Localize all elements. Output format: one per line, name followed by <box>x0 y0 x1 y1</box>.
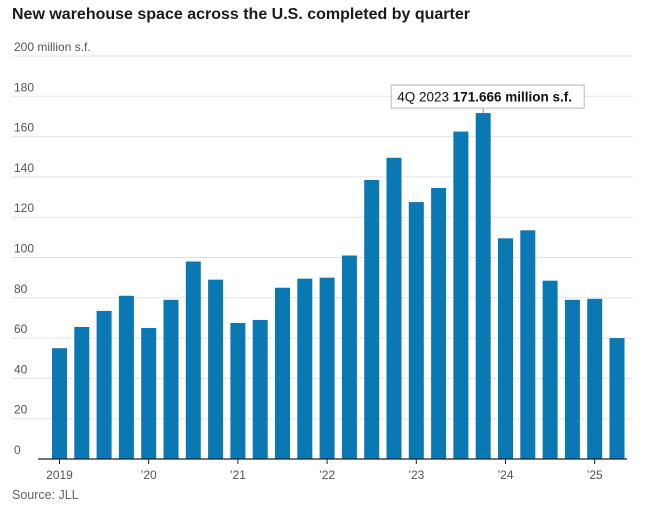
annotation-label: 4Q 2023 171.666 million s.f. <box>397 90 572 105</box>
x-tick-label: ’23 <box>408 468 424 482</box>
y-tick-label: 200 million s.f. <box>14 40 91 54</box>
bar <box>364 179 380 460</box>
bar <box>609 338 625 459</box>
source-note: Source: JLL <box>12 488 79 502</box>
bar <box>96 310 112 459</box>
x-tick-label: 2019 <box>46 468 73 482</box>
y-tick-label: 140 <box>14 161 34 175</box>
annotation-box <box>390 84 585 109</box>
bar <box>297 278 313 459</box>
y-tick-label: 40 <box>14 362 28 376</box>
bar <box>118 295 134 459</box>
x-tick-label: ’25 <box>587 468 603 482</box>
bar <box>74 327 90 459</box>
y-tick-label: 180 <box>14 80 34 94</box>
bar <box>520 230 536 459</box>
x-tick-label: ’21 <box>230 468 246 482</box>
y-tick-label: 60 <box>14 322 28 336</box>
bar <box>141 328 157 459</box>
bar <box>208 279 224 459</box>
bar <box>341 255 357 459</box>
x-tick-label: ’20 <box>141 468 157 482</box>
annotation-value: 171.666 million s.f. <box>453 90 572 105</box>
y-tick-label: 20 <box>14 403 28 417</box>
annotation-quarter: 4Q 2023 <box>397 90 453 105</box>
bar <box>319 277 335 459</box>
bar <box>185 261 201 459</box>
chart-title: New warehouse space across the U.S. comp… <box>12 6 470 23</box>
y-tick-label: 120 <box>14 201 34 215</box>
bar <box>386 157 402 459</box>
bar <box>52 348 67 459</box>
bar <box>230 322 246 459</box>
bar <box>542 280 558 459</box>
y-tick-label: 0 <box>14 443 21 457</box>
y-tick-label: 160 <box>14 121 34 135</box>
bar <box>252 319 268 459</box>
y-tick-label: 80 <box>14 282 28 296</box>
bar <box>564 299 580 459</box>
bar <box>163 299 179 459</box>
bar <box>475 113 491 459</box>
y-tick-label: 100 <box>14 242 34 256</box>
bar <box>431 187 447 460</box>
x-tick-label: ’24 <box>497 468 513 482</box>
bar <box>275 287 290 459</box>
bar <box>453 131 469 459</box>
bar <box>498 238 513 459</box>
bar <box>587 298 603 459</box>
x-tick-label: ’22 <box>319 468 335 482</box>
bar <box>408 202 424 459</box>
